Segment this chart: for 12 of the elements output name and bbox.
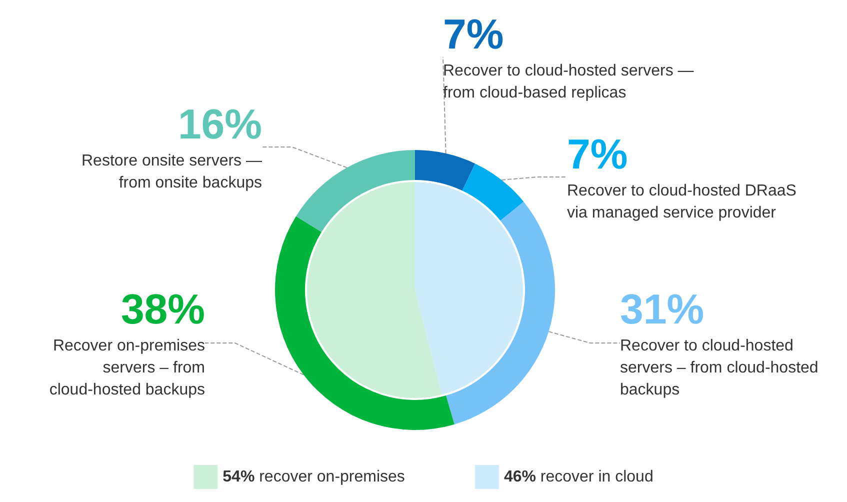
data-label: 7% [567, 130, 628, 178]
slice-label: Recover on-premises servers – from cloud-hosted backups [49, 338, 205, 398]
slice-label: Recover to cloud-hosted servers — from cloud-based replicas [443, 62, 694, 102]
legend-label: 54% recover on-premises [222, 468, 405, 486]
data-label: 16% [178, 100, 262, 148]
data-label: 31% [620, 286, 704, 332]
data-label: 7% [443, 10, 504, 58]
legend-label: 46% recover in cloud [504, 468, 654, 486]
data-label: 38% [120, 286, 205, 332]
slice-label: Restore onsite servers — from onsite backups [81, 152, 262, 192]
slice-label: Recover to cloud-hosted DRaaS via managed service provider [567, 182, 796, 222]
slice-label: Recover to cloud-hosted servers – from cloud-hosted backups [620, 338, 818, 398]
